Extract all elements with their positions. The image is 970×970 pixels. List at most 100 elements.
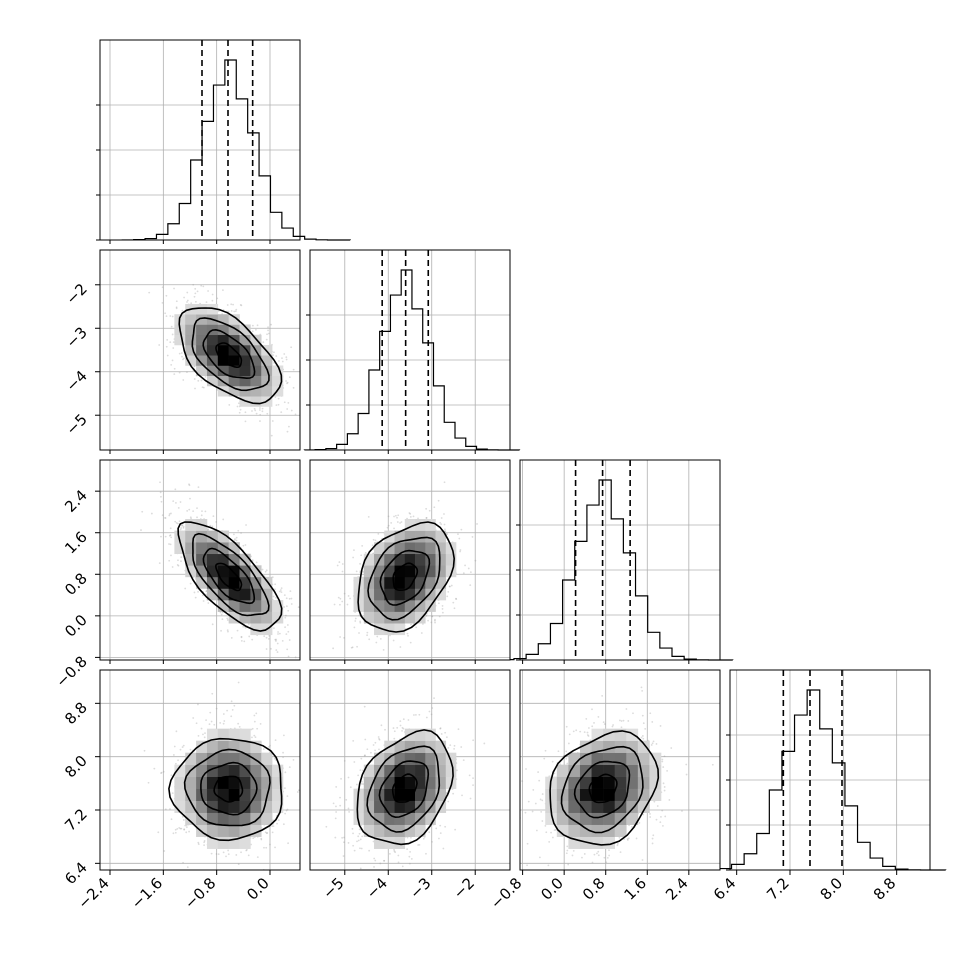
- scatter-point: [277, 819, 280, 822]
- scatter-point: [353, 549, 355, 552]
- scatter-point: [412, 515, 415, 518]
- density-cell: [196, 542, 208, 555]
- scatter-point: [211, 525, 214, 528]
- histogram-step: [121, 59, 351, 241]
- scatter-point: [450, 584, 453, 587]
- density-cell: [404, 588, 416, 601]
- density-cell: [185, 344, 197, 356]
- scatter-point: [282, 823, 285, 826]
- scatter-point: [173, 367, 176, 370]
- scatter-point: [180, 527, 183, 529]
- scatter-point: [211, 623, 214, 626]
- scatter-point: [188, 508, 191, 511]
- density-cell: [174, 530, 186, 543]
- scatter-point: [211, 692, 214, 695]
- density-cell: [425, 565, 436, 578]
- scatter-point: [193, 378, 196, 380]
- scatter-point: [236, 405, 239, 408]
- scatter-point: [237, 529, 240, 532]
- density-cell: [261, 588, 273, 601]
- scatter-point: [368, 638, 371, 641]
- scatter-point: [386, 526, 389, 529]
- scatter-point: [337, 596, 340, 599]
- scatter-point: [288, 376, 291, 379]
- density-cell: [394, 611, 406, 624]
- scatter-point: [233, 704, 236, 707]
- scatter-point: [277, 403, 280, 406]
- density-cell: [250, 396, 262, 407]
- scatter-point: [462, 572, 465, 575]
- density-cell: [250, 365, 262, 377]
- scatter-point: [262, 341, 265, 344]
- scatter-point: [170, 554, 172, 557]
- histogram-step: [693, 689, 947, 871]
- scatter-point: [169, 534, 172, 536]
- density-cell: [374, 600, 385, 612]
- scatter-point: [200, 284, 203, 287]
- scatter-point: [226, 629, 229, 632]
- density-cell: [239, 611, 251, 624]
- scatter-point: [427, 619, 429, 622]
- density-cell: [174, 542, 186, 555]
- scatter-point: [162, 770, 165, 773]
- scatter-point: [189, 516, 192, 519]
- scatter-point: [270, 434, 273, 437]
- scatter-point: [359, 621, 362, 624]
- scatter-point: [160, 772, 162, 775]
- scatter-point: [204, 375, 207, 378]
- density-cell: [185, 355, 197, 366]
- density-cell: [185, 553, 197, 566]
- panel-frame: [519, 459, 721, 661]
- scatter-point: [188, 483, 190, 486]
- scatter-point: [263, 635, 266, 638]
- scatter-point: [280, 591, 283, 594]
- scatter-point: [255, 328, 257, 331]
- scatter-point: [251, 410, 253, 412]
- scatter-point: [279, 589, 282, 591]
- scatter-point: [400, 521, 403, 523]
- scatter-point: [399, 522, 401, 524]
- scatter-point: [239, 303, 242, 306]
- density-cell: [415, 611, 426, 624]
- density-cell: [206, 334, 219, 346]
- scatter-point: [235, 854, 238, 856]
- scatter-point: [259, 420, 261, 422]
- scatter-point: [172, 347, 175, 349]
- scatter-point: [274, 588, 276, 591]
- scatter-point: [168, 543, 170, 545]
- scatter-point: [222, 518, 225, 521]
- scatter-point: [343, 637, 345, 639]
- scatter-point: [240, 636, 243, 639]
- density-cell: [404, 611, 416, 624]
- scatter-point: [251, 638, 254, 641]
- density-cell: [239, 324, 251, 336]
- panel-frame: [309, 249, 511, 451]
- density-cell: [239, 385, 251, 397]
- scatter-point: [283, 594, 286, 597]
- scatter-point: [207, 290, 209, 292]
- scatter-point: [431, 615, 433, 618]
- scatter-point: [409, 512, 412, 515]
- scatter-point: [469, 584, 472, 587]
- scatter-point: [183, 357, 185, 360]
- scatter-point: [170, 536, 173, 539]
- density-cell: [228, 588, 240, 601]
- scatter-point: [235, 308, 238, 311]
- scatter-point: [354, 617, 357, 620]
- density-cell: [196, 334, 208, 346]
- scatter-point: [219, 611, 222, 614]
- density-cell: [250, 588, 262, 601]
- scatter-point: [377, 532, 380, 535]
- scatter-point: [171, 566, 174, 568]
- scatter-point: [282, 734, 285, 737]
- scatter-point: [172, 832, 175, 835]
- scatter-point: [175, 306, 178, 309]
- scatter-point: [251, 559, 254, 562]
- scatter-point: [276, 642, 279, 645]
- scatter-point: [285, 605, 288, 608]
- density-cell: [206, 553, 219, 566]
- scatter-point: [283, 401, 286, 404]
- scatter-point: [445, 533, 448, 536]
- scatter-point: [307, 423, 309, 425]
